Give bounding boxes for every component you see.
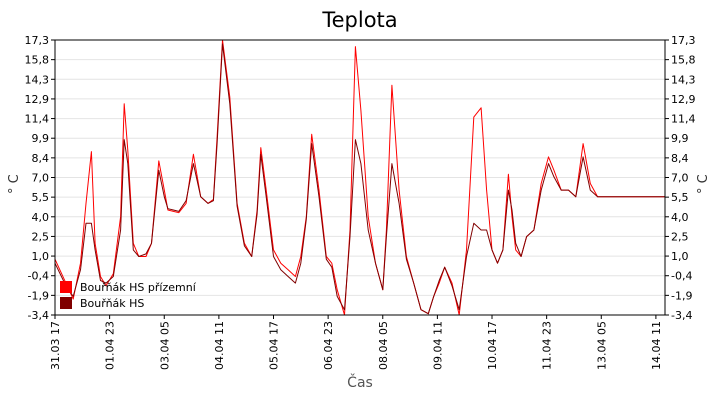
x-tick-label: 31.03 17: [49, 321, 62, 370]
y-tick-label-right: 17,3: [671, 34, 696, 47]
x-tick-label: 14.04 11: [650, 321, 663, 370]
x-tick-label: 13.04 05: [595, 321, 608, 370]
y-tick-label-right: 9,9: [671, 132, 689, 145]
y-tick-label: 14,3: [25, 73, 50, 86]
y-tick-label: 1,0: [32, 250, 50, 263]
y-tick-label-right: 15,8: [671, 54, 696, 67]
chart-title: Teplota: [322, 8, 398, 32]
y-tick-label: 11,4: [25, 113, 50, 126]
series-line-2: [54, 43, 665, 315]
legend-label-2: Bouřňák HS: [80, 296, 145, 310]
x-tick-label: 10.04 17: [486, 321, 499, 370]
y-tick-label-right: 11,4: [671, 113, 696, 126]
x-tick-label: 04.04 11: [213, 321, 226, 370]
y-tick-label: 5,5: [32, 191, 50, 204]
legend-swatch-1: [60, 281, 72, 293]
y-tick-label: 2,5: [32, 230, 50, 243]
y-tick-label-right: -1,9: [671, 289, 692, 302]
y-tick-label-right: 14,3: [671, 73, 696, 86]
legend: Bouřňák HS přízemní Bouřňák HS: [60, 279, 196, 311]
x-tick-label: 08.04 05: [377, 321, 390, 370]
x-tick-label: 01.04 23: [104, 321, 117, 370]
x-tick-label: 11.04 23: [541, 321, 554, 370]
x-tick-label: 03.04 05: [158, 321, 171, 370]
y-tick-label-right: 5,5: [671, 191, 689, 204]
legend-swatch-2: [60, 297, 72, 309]
y-tick-label: 15,8: [25, 54, 50, 67]
y-tick-label-right: 1,0: [671, 250, 689, 263]
plot-frame: [54, 39, 666, 316]
y-tick-label: 9,9: [32, 132, 50, 145]
y-tick-label-right: 2,5: [671, 230, 689, 243]
y-tick-label-right: -0,4: [671, 270, 692, 283]
y-tick-label-right: 12,9: [671, 93, 696, 106]
y-tick-label-right: 8,4: [671, 152, 689, 165]
x-tick-label: 06.04 23: [322, 321, 335, 370]
y-tick-label: -0,4: [28, 270, 49, 283]
y-tick-label-right: 7,0: [671, 172, 689, 185]
y-tick-label: 12,9: [25, 93, 50, 106]
y-tick-label: 17,3: [25, 34, 50, 47]
legend-item-1: Bouřňák HS přízemní: [60, 279, 196, 295]
legend-item-2: Bouřňák HS: [60, 295, 196, 311]
x-tick-label: 05.04 17: [268, 321, 281, 370]
x-axis-label: Čas: [347, 375, 373, 391]
x-tick-label: 09.04 11: [431, 321, 444, 370]
legend-label-1: Bouřňák HS přízemní: [80, 280, 196, 294]
y-tick-label: 8,4: [32, 152, 50, 165]
y-tick-label: -3,4: [28, 309, 49, 322]
y-tick-label: -1,9: [28, 289, 49, 302]
y-axis-label: ° C: [7, 174, 22, 194]
y-tick-label: 4,0: [32, 211, 50, 224]
y-tick-label-right: 4,0: [671, 211, 689, 224]
y-tick-label-right: -3,4: [671, 309, 692, 322]
y-tick-label: 7,0: [32, 172, 50, 185]
y-axis-label-right: ° C: [696, 174, 711, 194]
